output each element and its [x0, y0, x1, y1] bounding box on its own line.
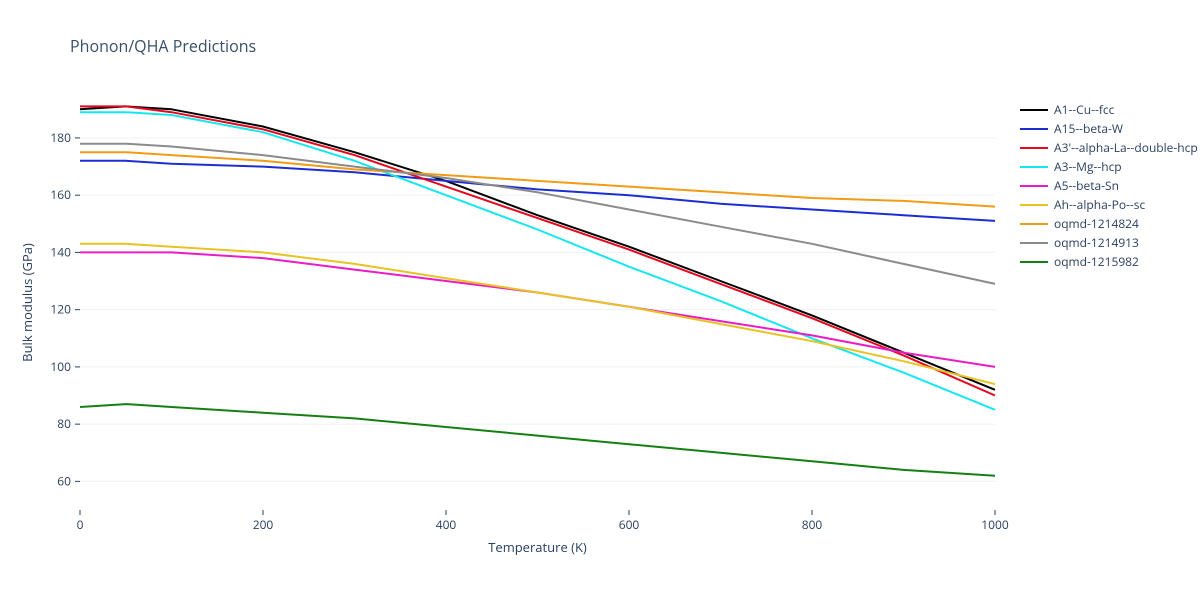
- y-tick-label: 60: [57, 472, 71, 489]
- legend-label: A15--beta-W: [1054, 120, 1123, 137]
- y-tick-label: 80: [57, 415, 71, 432]
- x-tick-label: 200: [253, 516, 274, 533]
- x-tick-label: 600: [619, 516, 640, 533]
- legend-item[interactable]: A15--beta-W: [1020, 119, 1198, 138]
- legend-swatch: [1020, 242, 1048, 244]
- legend-label: A3'--alpha-La--double-hcp: [1054, 139, 1198, 156]
- x-tick-label: 0: [77, 516, 84, 533]
- legend-swatch: [1020, 261, 1048, 263]
- legend-swatch: [1020, 109, 1048, 111]
- legend-item[interactable]: oqmd-1215982: [1020, 252, 1198, 271]
- y-tick-label: 120: [50, 301, 71, 318]
- legend-swatch: [1020, 128, 1048, 130]
- y-tick-label: 180: [50, 129, 71, 146]
- y-tick-label: 160: [50, 186, 71, 203]
- legend-swatch: [1020, 166, 1048, 168]
- legend-swatch: [1020, 147, 1048, 149]
- legend-item[interactable]: A1--Cu--fcc: [1020, 100, 1198, 119]
- legend-swatch: [1020, 223, 1048, 225]
- legend-label: A1--Cu--fcc: [1054, 101, 1114, 118]
- y-axis-label: Bulk modulus (GPa): [18, 243, 36, 362]
- series-line[interactable]: [80, 244, 995, 384]
- x-tick-label: 400: [436, 516, 457, 533]
- series-line[interactable]: [80, 404, 995, 476]
- line-chart: 0 200 400 600 800 1000 60 80 100 120 140 160 180 Temp…: [0, 0, 1200, 600]
- legend-label: oqmd-1215982: [1054, 253, 1139, 270]
- x-tick-label: 800: [802, 516, 823, 533]
- legend-label: Ah--alpha-Po--sc: [1054, 196, 1145, 213]
- x-axis-label: Temperature (K): [488, 538, 587, 556]
- legend-item[interactable]: oqmd-1214913: [1020, 233, 1198, 252]
- chart-title: Phonon/QHA Predictions: [70, 35, 256, 57]
- series-line[interactable]: [80, 152, 995, 206]
- legend-item[interactable]: A3'--alpha-La--double-hcp: [1020, 138, 1198, 157]
- legend-swatch: [1020, 185, 1048, 187]
- legend-item[interactable]: oqmd-1214824: [1020, 214, 1198, 233]
- legend-label: oqmd-1214824: [1054, 215, 1139, 232]
- series-line[interactable]: [80, 106, 995, 389]
- y-tick-label: 140: [50, 243, 71, 260]
- legend-item[interactable]: A5--beta-Sn: [1020, 176, 1198, 195]
- x-tick-label: 1000: [981, 516, 1009, 533]
- series-line[interactable]: [80, 112, 995, 410]
- series-line[interactable]: [80, 161, 995, 221]
- legend-item[interactable]: Ah--alpha-Po--sc: [1020, 195, 1198, 214]
- y-tick-label: 100: [50, 358, 71, 375]
- legend-swatch: [1020, 204, 1048, 206]
- legend-label: A5--beta-Sn: [1054, 177, 1119, 194]
- legend: A1--Cu--fcc A15--beta-W A3'--alpha-La--dou…: [1020, 100, 1198, 271]
- legend-item[interactable]: A3--Mg--hcp: [1020, 157, 1198, 176]
- legend-label: A3--Mg--hcp: [1054, 158, 1122, 175]
- legend-label: oqmd-1214913: [1054, 234, 1139, 251]
